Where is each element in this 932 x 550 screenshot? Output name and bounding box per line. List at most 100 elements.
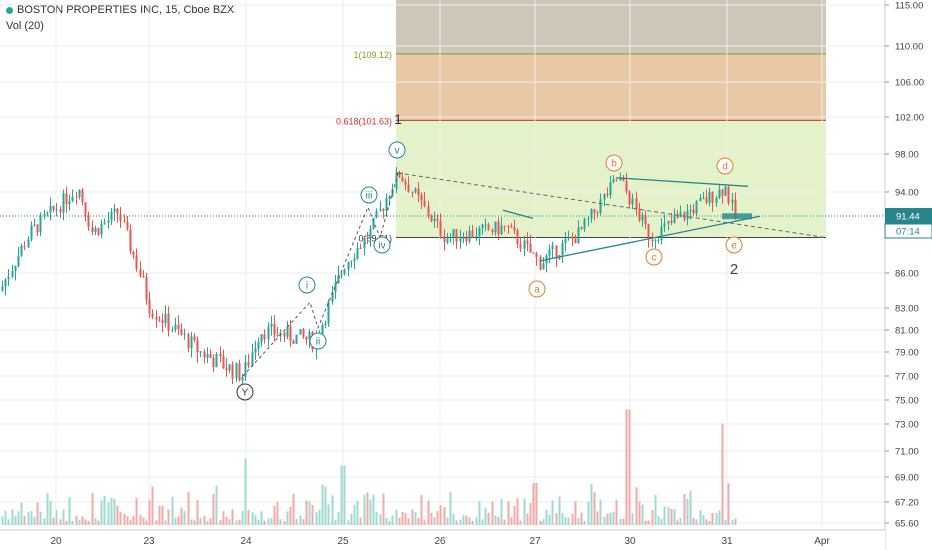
last-price-badge [885,208,932,224]
volume-bar [433,517,436,525]
volume-bar [721,423,724,525]
volume-bar [689,490,692,525]
volume-bar [183,511,186,525]
candle-body [91,227,94,232]
volume-bar [561,512,564,525]
volume-bar [203,515,206,525]
volume-bar [78,519,81,525]
volume-bar [308,501,311,525]
volume-bar [292,493,295,525]
volume-bar [52,517,55,525]
candle-body [247,362,250,366]
candle-body [526,240,529,244]
candle-body [724,186,727,196]
volume-bar [161,505,164,525]
candle-body [183,333,186,335]
candle-body [580,227,583,230]
volume-bar [439,505,442,525]
volume-bar [215,485,218,525]
volume-bar [209,518,212,525]
volume-bar [465,515,468,525]
candle-body [71,196,74,201]
candle-body [615,179,618,181]
volume-bar [119,511,122,525]
candle-body [635,198,638,209]
volume-bar [590,484,593,525]
candle-body [212,357,215,368]
volume-bar [17,511,20,525]
candle-body [23,246,26,248]
candle-body [113,208,116,212]
candle-body [465,237,468,242]
candle-body [107,220,110,223]
candle-body [481,224,484,229]
candle-body [686,210,689,220]
candle-body [539,257,542,270]
candle-body [302,329,305,337]
candle-body [219,353,222,357]
candle-body [535,253,538,258]
candle-body [401,177,404,182]
triangle-upper-line [615,177,749,187]
candle-body [151,313,154,318]
candle-body [260,334,263,343]
candle-body [379,209,382,211]
volume-bar [724,519,727,525]
candle-body [670,220,673,223]
volume-bar [708,520,711,525]
volume-bar [571,513,574,525]
volume-bar [455,520,458,525]
candle-body [692,209,695,214]
volume-bar [487,512,490,525]
volume-bar [164,520,167,525]
volume-bar [388,520,391,525]
wave-label-Y-circle [236,383,254,401]
candle-body [471,230,474,237]
volume-bar [91,492,94,525]
candle-body [475,236,478,238]
candle-body [715,197,718,203]
candle-body [388,196,391,199]
candle-body [238,363,241,381]
candle-body [667,220,670,224]
candle-body [411,192,414,194]
volume-bar [318,509,321,525]
volume-bar [279,519,282,525]
candle-body [84,202,87,216]
volume-bar [587,501,590,525]
price-tick-label: 83.00 [895,304,919,315]
candle-body [356,248,359,259]
volume-bar [167,509,170,525]
candle-body [244,362,247,378]
candle-body [119,213,122,221]
candle-body [308,331,311,340]
volume-bar [500,499,503,525]
candle-body [612,179,615,183]
candle-body [126,222,129,230]
volume-bar [542,519,545,525]
candle-body [75,196,78,198]
time-tick-label: 30 [624,536,636,547]
volume-bar [555,513,558,525]
candle-body [423,200,426,206]
volume-bar [283,520,286,525]
wave-label-v: v [395,146,400,157]
candle-body [523,240,526,249]
candle-body [363,237,366,249]
volume-bar [407,518,410,525]
candle-body [62,193,65,213]
fib-label-1: 1(109.12) [353,50,392,60]
volume-bar [727,483,730,525]
volume-bar [631,513,634,525]
volume-bar [539,520,542,525]
volume-bar [567,517,570,525]
candle-body [510,226,513,228]
volume-bar [510,517,513,525]
volume-bar [171,497,174,525]
candle-body [599,199,602,214]
wave-label-c-circle [645,248,663,266]
volume-bar [289,506,292,525]
volume-bar [276,501,279,525]
